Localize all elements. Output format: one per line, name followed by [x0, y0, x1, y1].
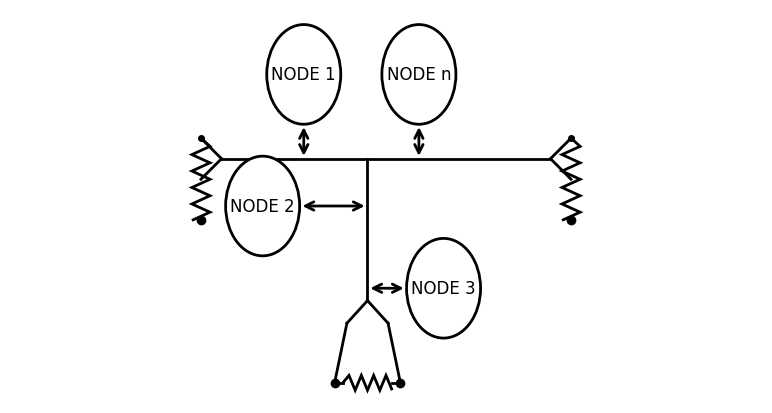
Text: NODE n: NODE n [387, 66, 451, 84]
Ellipse shape [225, 157, 300, 256]
Text: NODE 1: NODE 1 [272, 66, 336, 84]
Ellipse shape [407, 239, 481, 338]
Text: NODE 3: NODE 3 [411, 280, 476, 297]
Text: NODE 2: NODE 2 [230, 197, 295, 216]
Ellipse shape [382, 26, 456, 125]
Ellipse shape [267, 26, 340, 125]
